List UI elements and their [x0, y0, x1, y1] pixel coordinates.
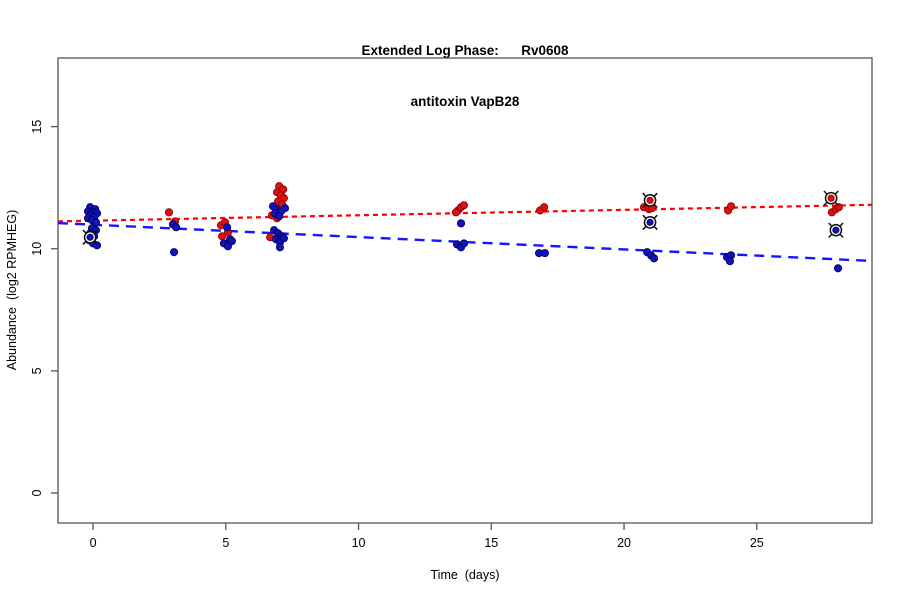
- x-tick-label: 5: [222, 536, 229, 550]
- red-condition-point: [451, 208, 461, 217]
- plot-border: [57, 57, 873, 524]
- x-tick-label: 20: [617, 536, 631, 550]
- chart-title-line2: antitoxin VapB28: [410, 94, 520, 109]
- y-tick-label: 15: [30, 120, 44, 134]
- blue-condition-point: [540, 249, 549, 258]
- red-condition-point: [834, 203, 843, 212]
- blue-condition-point: [91, 218, 101, 227]
- blue-condition-point: [725, 257, 735, 266]
- blue-condition-point: [169, 248, 179, 257]
- red-condition-trend-line: [57, 203, 873, 223]
- y-axis-label: Abundance (log2 RPMHEG): [5, 209, 19, 371]
- red-condition-point: [164, 208, 174, 217]
- chart-title: Extended Log Phase: Rv0608 antitoxin Vap…: [58, 8, 872, 144]
- x-tick-label: 25: [750, 536, 764, 550]
- x-axis-label: Time (days): [430, 568, 500, 582]
- red-condition-point: [218, 232, 227, 241]
- blue-condition-point: [92, 241, 102, 250]
- blue-condition-point: [456, 219, 466, 228]
- y-tick-label: 0: [30, 489, 44, 496]
- red-condition-flagged-point: [646, 196, 654, 204]
- blue-condition-point: [275, 243, 285, 252]
- blue-condition-point: [833, 264, 843, 273]
- chart-title-line1: Extended Log Phase: Rv0608: [361, 43, 569, 58]
- blue-condition-point: [172, 223, 181, 232]
- blue-condition-flagged-point: [86, 233, 94, 241]
- red-condition-point: [459, 201, 468, 210]
- blue-condition-point: [280, 204, 290, 213]
- blue-condition-point: [275, 212, 284, 221]
- x-tick-label: 10: [352, 536, 366, 550]
- red-condition-point: [540, 203, 549, 212]
- blue-condition-point: [459, 239, 468, 248]
- blue-condition-point: [649, 254, 659, 263]
- blue-condition-flagged-point: [646, 218, 654, 226]
- blue-condition-point: [279, 234, 288, 243]
- red-condition-point: [726, 202, 736, 211]
- x-tick-label: 15: [484, 536, 498, 550]
- y-tick-label: 10: [30, 242, 44, 256]
- y-tick-label: 5: [30, 367, 44, 374]
- x-tick-label: 0: [90, 536, 97, 550]
- red-condition-flagged-point: [827, 194, 835, 202]
- blue-condition-point: [227, 237, 236, 246]
- blue-condition-flagged-point: [832, 226, 840, 234]
- blue-condition-point: [223, 223, 232, 232]
